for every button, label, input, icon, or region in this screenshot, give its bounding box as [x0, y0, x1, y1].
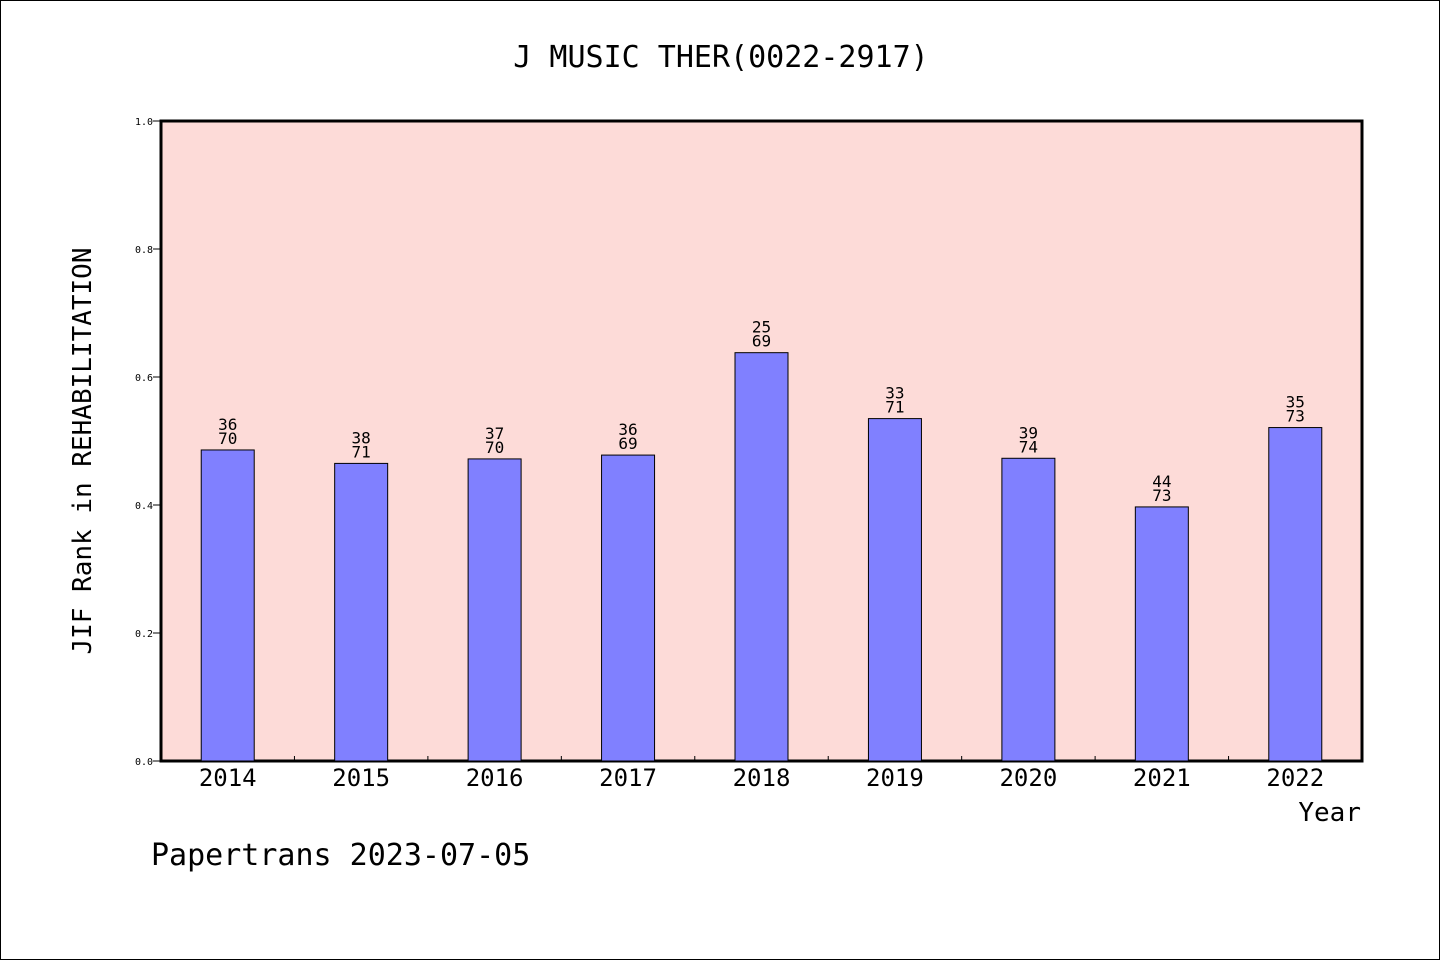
bar-2014	[200, 449, 255, 762]
x-tick-label: 2018	[733, 764, 791, 792]
bar-2016	[467, 458, 522, 762]
bar-rank-label: 36	[218, 415, 237, 434]
bar-2022	[1268, 427, 1323, 762]
x-tick-label: 2019	[866, 764, 924, 792]
x-axis-label: Year	[1298, 798, 1361, 828]
bar-2017	[601, 454, 656, 762]
x-tick-label: 2014	[199, 764, 257, 792]
bar-total-label: 69	[752, 332, 771, 351]
bar-rank-label: 39	[1019, 423, 1038, 442]
x-tick-label: 2022	[1266, 764, 1324, 792]
bar-rank-label: 35	[1286, 393, 1305, 412]
y-tick-label: 0.4	[135, 501, 153, 512]
footer-credit: Papertrans 2023-07-05	[151, 838, 530, 873]
bar-2018	[734, 352, 789, 762]
y-tick-label: 0.8	[135, 245, 153, 256]
bar-total-label: 73	[1286, 407, 1305, 426]
bar-total-label: 71	[885, 398, 904, 417]
bar-rank-label: 38	[352, 428, 371, 447]
bar-2020	[1001, 457, 1056, 762]
bar-total-label: 74	[1019, 437, 1038, 456]
bar-2019	[867, 418, 922, 762]
x-tick-label: 2017	[599, 764, 657, 792]
x-tick-label: 2016	[466, 764, 524, 792]
bar-rank-label: 33	[885, 384, 904, 403]
y-tick-label: 0.0	[135, 757, 153, 768]
x-tick-label: 2021	[1133, 764, 1191, 792]
bar-rank-label: 44	[1152, 472, 1171, 491]
y-tick-label: 0.6	[135, 373, 153, 384]
bar-total-label: 69	[618, 434, 637, 453]
bar-rank-label: 37	[485, 424, 504, 443]
x-tick-label: 2020	[999, 764, 1057, 792]
bar-total-label: 73	[1152, 486, 1171, 505]
chart-title: J MUSIC THER(0022-2917)	[513, 40, 928, 75]
bar-total-label: 71	[352, 442, 371, 461]
bar-rank-label: 36	[618, 420, 637, 439]
bar-total-label: 70	[485, 438, 504, 457]
x-tick-label: 2015	[332, 764, 390, 792]
y-axis-label: JIF Rank in REHABILITATION	[68, 248, 98, 655]
y-tick-label: 0.2	[135, 629, 153, 640]
bar-2021	[1134, 506, 1189, 762]
bar-total-label: 70	[218, 429, 237, 448]
bar-2015	[334, 462, 389, 762]
bar-rank-label: 25	[752, 318, 771, 337]
y-tick-label: 1.0	[135, 117, 153, 128]
